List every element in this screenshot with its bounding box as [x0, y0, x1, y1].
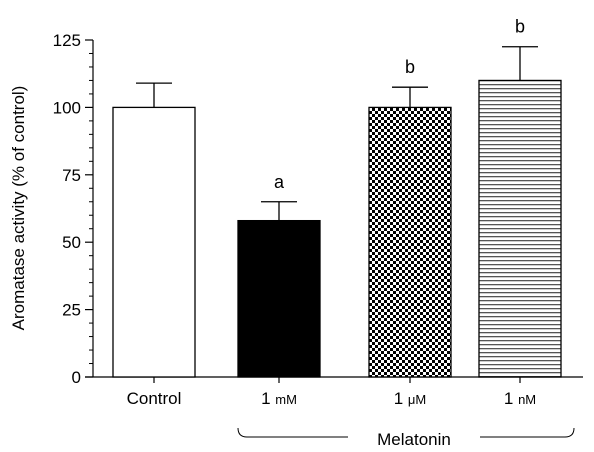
melatonin-bracket: Melatonin	[237, 427, 575, 449]
significance-label-4: b	[515, 17, 525, 37]
bracket-left-line	[237, 427, 348, 438]
bar-4	[478, 79, 562, 378]
x-tick-label-1: Control	[127, 389, 182, 408]
y-tick-label: 0	[72, 368, 81, 387]
bars: Control a 1 mM b 1 μM b 1 nM	[112, 17, 562, 408]
y-tick-label: 100	[53, 98, 81, 117]
significance-label-3: b	[405, 57, 415, 77]
y-tick-label: 50	[62, 233, 81, 252]
bar-1	[112, 106, 196, 378]
y-tick-label: 125	[53, 31, 81, 50]
bracket-label: Melatonin	[377, 430, 451, 449]
y-axis-label: Aromatase activity (% of control)	[9, 86, 28, 331]
x-tick-label-4: 1 nM	[504, 389, 536, 408]
bar-3	[368, 106, 452, 378]
bar-2	[237, 219, 321, 378]
bracket-right-line	[480, 427, 575, 438]
y-tick-label: 75	[62, 166, 81, 185]
y-tick-label: 25	[62, 301, 81, 320]
significance-label-2: a	[274, 172, 285, 192]
x-tick-label-2: 1 mM	[261, 389, 297, 408]
x-tick-label-3: 1 μM	[394, 389, 427, 408]
